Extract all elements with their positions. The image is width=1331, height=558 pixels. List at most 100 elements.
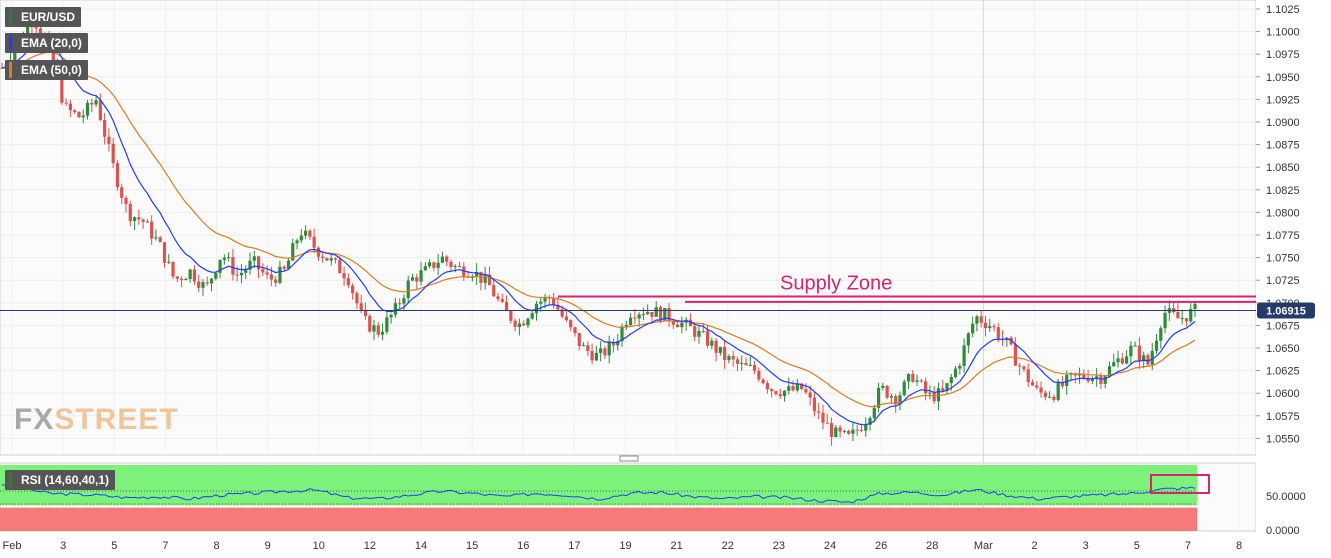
candle-body: [1043, 392, 1047, 398]
candle-body: [124, 197, 128, 204]
candle-body: [376, 325, 380, 335]
candle-body: [885, 385, 889, 398]
candle-body: [522, 323, 526, 326]
candle-body: [876, 387, 881, 408]
price-tick-label: 1.0900: [1266, 117, 1300, 129]
candle-body: [492, 285, 496, 297]
rsi-highlight-box: [1150, 474, 1210, 494]
candle-body: [77, 111, 81, 118]
candle-body: [197, 281, 201, 288]
candle-body: [1107, 366, 1112, 377]
candle-body: [941, 388, 945, 391]
candle-body: [658, 307, 663, 321]
candle-body: [757, 370, 761, 380]
rsi-tick-label: 0.0000: [1266, 525, 1300, 537]
candle-body: [393, 303, 397, 315]
candle-body: [671, 321, 675, 325]
supply-zone-label: Supply Zone: [780, 272, 892, 294]
candle-body: [906, 373, 911, 382]
candle-body: [368, 316, 372, 332]
candle-body: [859, 430, 864, 432]
candle-body: [162, 242, 167, 263]
ema50-swatch: [9, 62, 12, 78]
candle-body: [697, 330, 701, 337]
price-tick-label: 1.0825: [1266, 185, 1300, 197]
candle-body: [286, 260, 291, 269]
candle-body: [150, 221, 154, 239]
candle-body: [667, 308, 671, 322]
candle-body: [346, 278, 350, 286]
candle-body: [620, 326, 624, 342]
candle-body: [385, 317, 389, 332]
candle-body: [398, 303, 402, 305]
ema50-legend[interactable]: EMA (50,0): [5, 60, 88, 80]
candle-body: [120, 187, 124, 198]
candle-body: [838, 427, 842, 432]
candle-body: [616, 341, 620, 346]
ema20-legend[interactable]: EMA (20,0): [5, 33, 88, 53]
candle-body: [462, 266, 466, 277]
candle-body: [231, 257, 235, 275]
candle-body: [205, 282, 209, 284]
candle-body: [1022, 366, 1026, 370]
price-tick-label: 1.0950: [1266, 72, 1300, 84]
candle-body: [321, 256, 325, 258]
candle-body: [1142, 355, 1146, 362]
candle-body: [676, 324, 680, 328]
candle-body: [218, 259, 222, 273]
time-tick-label: 26: [875, 540, 887, 552]
price-tick-label: 1.1000: [1266, 27, 1300, 39]
candle-body: [688, 319, 693, 327]
candle-body: [791, 386, 795, 391]
candle-body: [1013, 344, 1018, 366]
candle-body: [333, 258, 338, 260]
candle-body: [111, 143, 115, 164]
time-tick-label: 3: [1083, 540, 1089, 552]
candle-body: [261, 269, 265, 273]
candle-body: [68, 103, 73, 111]
symbol-legend[interactable]: EUR/USD: [5, 7, 82, 27]
candle-body: [958, 365, 962, 369]
candle-body: [0, 67, 4, 69]
candle-body: [487, 274, 492, 286]
candle-body: [1163, 312, 1167, 329]
axes: 1.1025 1.1000 1.0975 1.0950 1.0925 1.0900 1.08…: [3, 4, 1315, 552]
candle-body: [628, 317, 633, 326]
candle-body: [483, 274, 487, 283]
candle-body: [534, 303, 539, 314]
candle-body: [1129, 345, 1133, 357]
time-tick-label: 28: [926, 540, 938, 552]
rsi-oversold-zone: [0, 507, 1197, 531]
candle-body: [500, 299, 504, 302]
candle-body: [594, 352, 598, 361]
candle-body: [894, 396, 898, 405]
candle-body: [154, 237, 158, 239]
price-tick-label: 1.0800: [1266, 207, 1300, 219]
candle-body: [650, 312, 654, 317]
candle-body: [504, 301, 509, 312]
price-tick-label: 1.0725: [1266, 275, 1300, 287]
candle-body: [705, 331, 710, 346]
candle-body: [60, 75, 64, 103]
candle-body: [389, 314, 393, 318]
candle-body: [996, 327, 1000, 339]
candle-body: [380, 331, 385, 335]
candle-body: [209, 278, 214, 284]
candle-body: [1039, 387, 1043, 393]
price-tick-label: 1.0925: [1266, 94, 1300, 106]
candle-body: [1159, 328, 1163, 341]
current-price-marker: [1257, 302, 1315, 319]
rsi-legend[interactable]: RSI (14,60,40,1): [5, 470, 116, 490]
time-tick-label: 3: [60, 540, 66, 552]
candle-body: [1060, 382, 1065, 387]
candle-body: [603, 348, 607, 356]
candle-body: [329, 258, 333, 261]
candle-body: [731, 356, 735, 360]
candle-body: [235, 274, 239, 276]
candle-body: [1184, 318, 1189, 322]
rsi-swatch: [9, 472, 12, 488]
candle-body: [372, 325, 376, 332]
candle-body: [919, 380, 923, 382]
candle-body: [303, 230, 308, 236]
